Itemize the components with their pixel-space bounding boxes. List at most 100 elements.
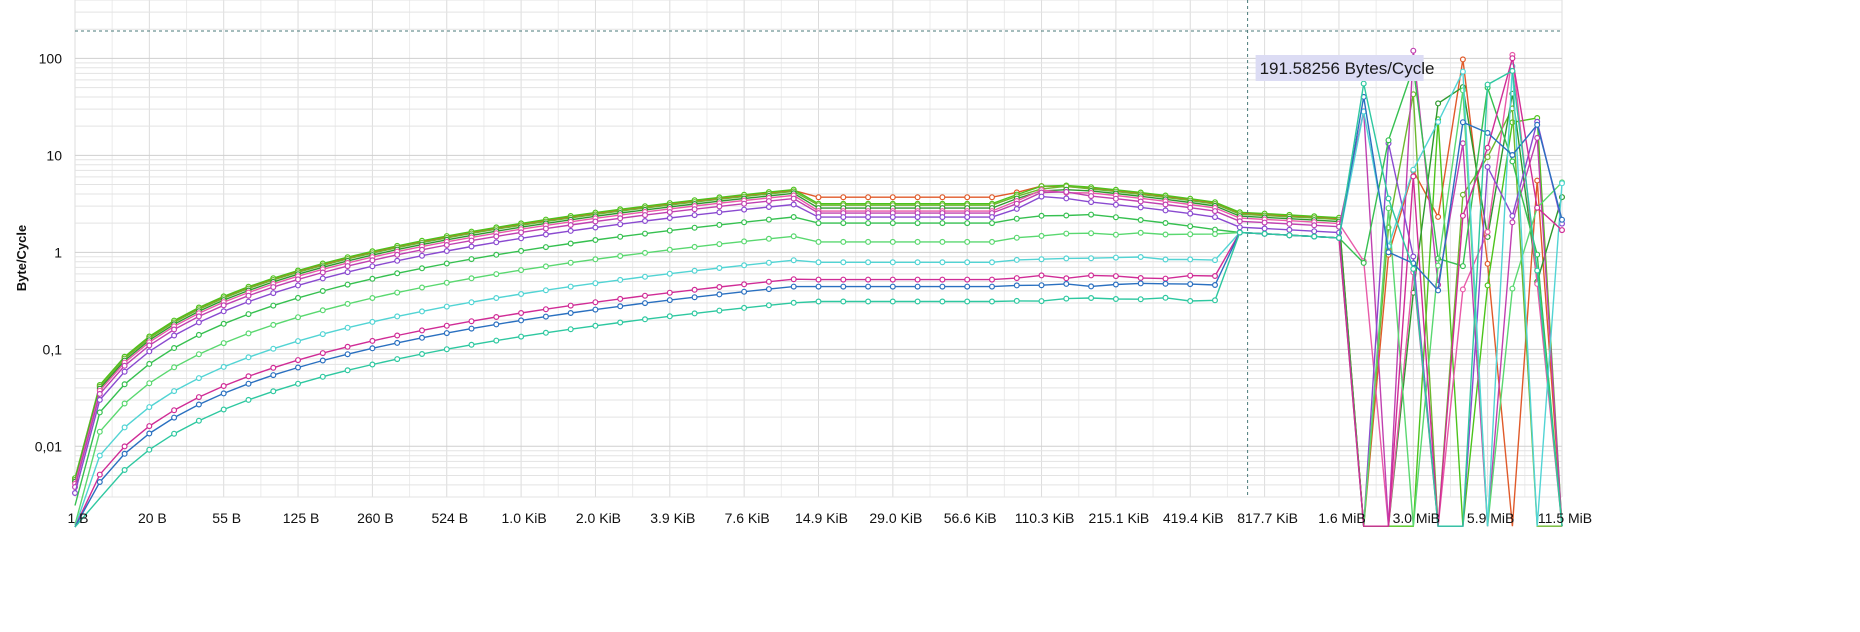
series-point bbox=[1162, 207, 1169, 214]
series-point bbox=[1509, 158, 1516, 165]
series-point bbox=[1013, 200, 1020, 207]
series-point bbox=[1112, 201, 1119, 208]
series-point bbox=[790, 283, 797, 290]
series-point bbox=[716, 209, 723, 216]
series-point bbox=[1137, 280, 1144, 287]
series-point bbox=[542, 287, 549, 294]
series-point bbox=[716, 203, 723, 210]
x-tick-label: 3.9 KiB bbox=[650, 510, 695, 526]
series-point bbox=[889, 298, 896, 305]
series-point bbox=[468, 243, 475, 250]
series-point bbox=[1459, 119, 1466, 126]
series-point bbox=[270, 290, 277, 297]
series-point bbox=[468, 299, 475, 306]
series-point bbox=[1162, 280, 1169, 287]
series-point bbox=[641, 249, 648, 256]
series-point bbox=[295, 364, 302, 371]
series-point bbox=[889, 220, 896, 227]
series-point bbox=[641, 218, 648, 225]
series-point bbox=[245, 298, 252, 305]
series-point bbox=[1187, 272, 1194, 279]
cursor-readout: 191.58256 Bytes/Cycle bbox=[1260, 59, 1435, 78]
series-point bbox=[1459, 212, 1466, 219]
x-tick-label: 1.0 KiB bbox=[502, 510, 547, 526]
series-point bbox=[542, 313, 549, 320]
series-point bbox=[641, 316, 648, 323]
series-point bbox=[1112, 195, 1119, 202]
series-point bbox=[765, 286, 772, 293]
series-point bbox=[369, 275, 376, 282]
series-point bbox=[344, 281, 351, 288]
series-point bbox=[1063, 295, 1070, 302]
series-point bbox=[790, 257, 797, 264]
series-point bbox=[964, 298, 971, 305]
series-point bbox=[344, 263, 351, 270]
series-point bbox=[518, 291, 525, 298]
series-point bbox=[1112, 231, 1119, 238]
series-point bbox=[319, 275, 326, 282]
series-point bbox=[394, 339, 401, 346]
series-point bbox=[1410, 265, 1417, 272]
series-point bbox=[666, 297, 673, 304]
series-point bbox=[1013, 205, 1020, 212]
series-point bbox=[1236, 224, 1243, 231]
series-point bbox=[96, 396, 103, 403]
series-point bbox=[741, 262, 748, 269]
series-point bbox=[319, 357, 326, 364]
series-point bbox=[1038, 193, 1045, 200]
series-point bbox=[641, 273, 648, 280]
series-point bbox=[1558, 227, 1565, 234]
series-point bbox=[716, 221, 723, 228]
series-point bbox=[865, 220, 872, 227]
x-tick-label: 55 B bbox=[212, 510, 241, 526]
series-point bbox=[245, 311, 252, 318]
series-point bbox=[394, 251, 401, 258]
series-point bbox=[1410, 47, 1417, 54]
series-point bbox=[171, 388, 178, 395]
series-point bbox=[270, 302, 277, 309]
series-point bbox=[865, 259, 872, 266]
series-point bbox=[121, 368, 128, 375]
series-point bbox=[171, 407, 178, 414]
series-point bbox=[1385, 249, 1392, 256]
series-point bbox=[865, 214, 872, 221]
series-point bbox=[666, 270, 673, 277]
series-point bbox=[765, 259, 772, 266]
series-point bbox=[567, 326, 574, 333]
series-point bbox=[1484, 260, 1491, 267]
series-point bbox=[914, 214, 921, 221]
series-point bbox=[765, 216, 772, 223]
series-point bbox=[939, 220, 946, 227]
series-point bbox=[865, 238, 872, 245]
series-point bbox=[790, 214, 797, 221]
series-point bbox=[319, 307, 326, 314]
x-tick-label: 260 B bbox=[357, 510, 394, 526]
series-point bbox=[493, 251, 500, 258]
series-point bbox=[195, 331, 202, 338]
series-point bbox=[914, 283, 921, 290]
chart-series bbox=[71, 47, 1565, 528]
series-point bbox=[195, 401, 202, 408]
series-point bbox=[295, 282, 302, 289]
series-point bbox=[939, 298, 946, 305]
series-point bbox=[1211, 208, 1218, 215]
series-point bbox=[220, 308, 227, 315]
series-point bbox=[1360, 80, 1367, 87]
x-tick-label: 20 B bbox=[138, 510, 167, 526]
series-point bbox=[617, 303, 624, 310]
series-point bbox=[344, 351, 351, 358]
series-point bbox=[1484, 228, 1491, 235]
series-point bbox=[889, 238, 896, 245]
cursor-readout-background bbox=[1255, 55, 1424, 81]
series-point bbox=[443, 322, 450, 329]
series-point bbox=[1484, 129, 1491, 136]
series-point bbox=[592, 280, 599, 287]
series-point bbox=[1137, 254, 1144, 261]
series-point bbox=[245, 373, 252, 380]
series-point bbox=[790, 233, 797, 240]
series-point bbox=[419, 246, 426, 253]
series-point bbox=[1360, 259, 1367, 266]
series-point bbox=[319, 331, 326, 338]
y-tick-label: 10 bbox=[46, 147, 62, 163]
series-point bbox=[865, 194, 872, 201]
